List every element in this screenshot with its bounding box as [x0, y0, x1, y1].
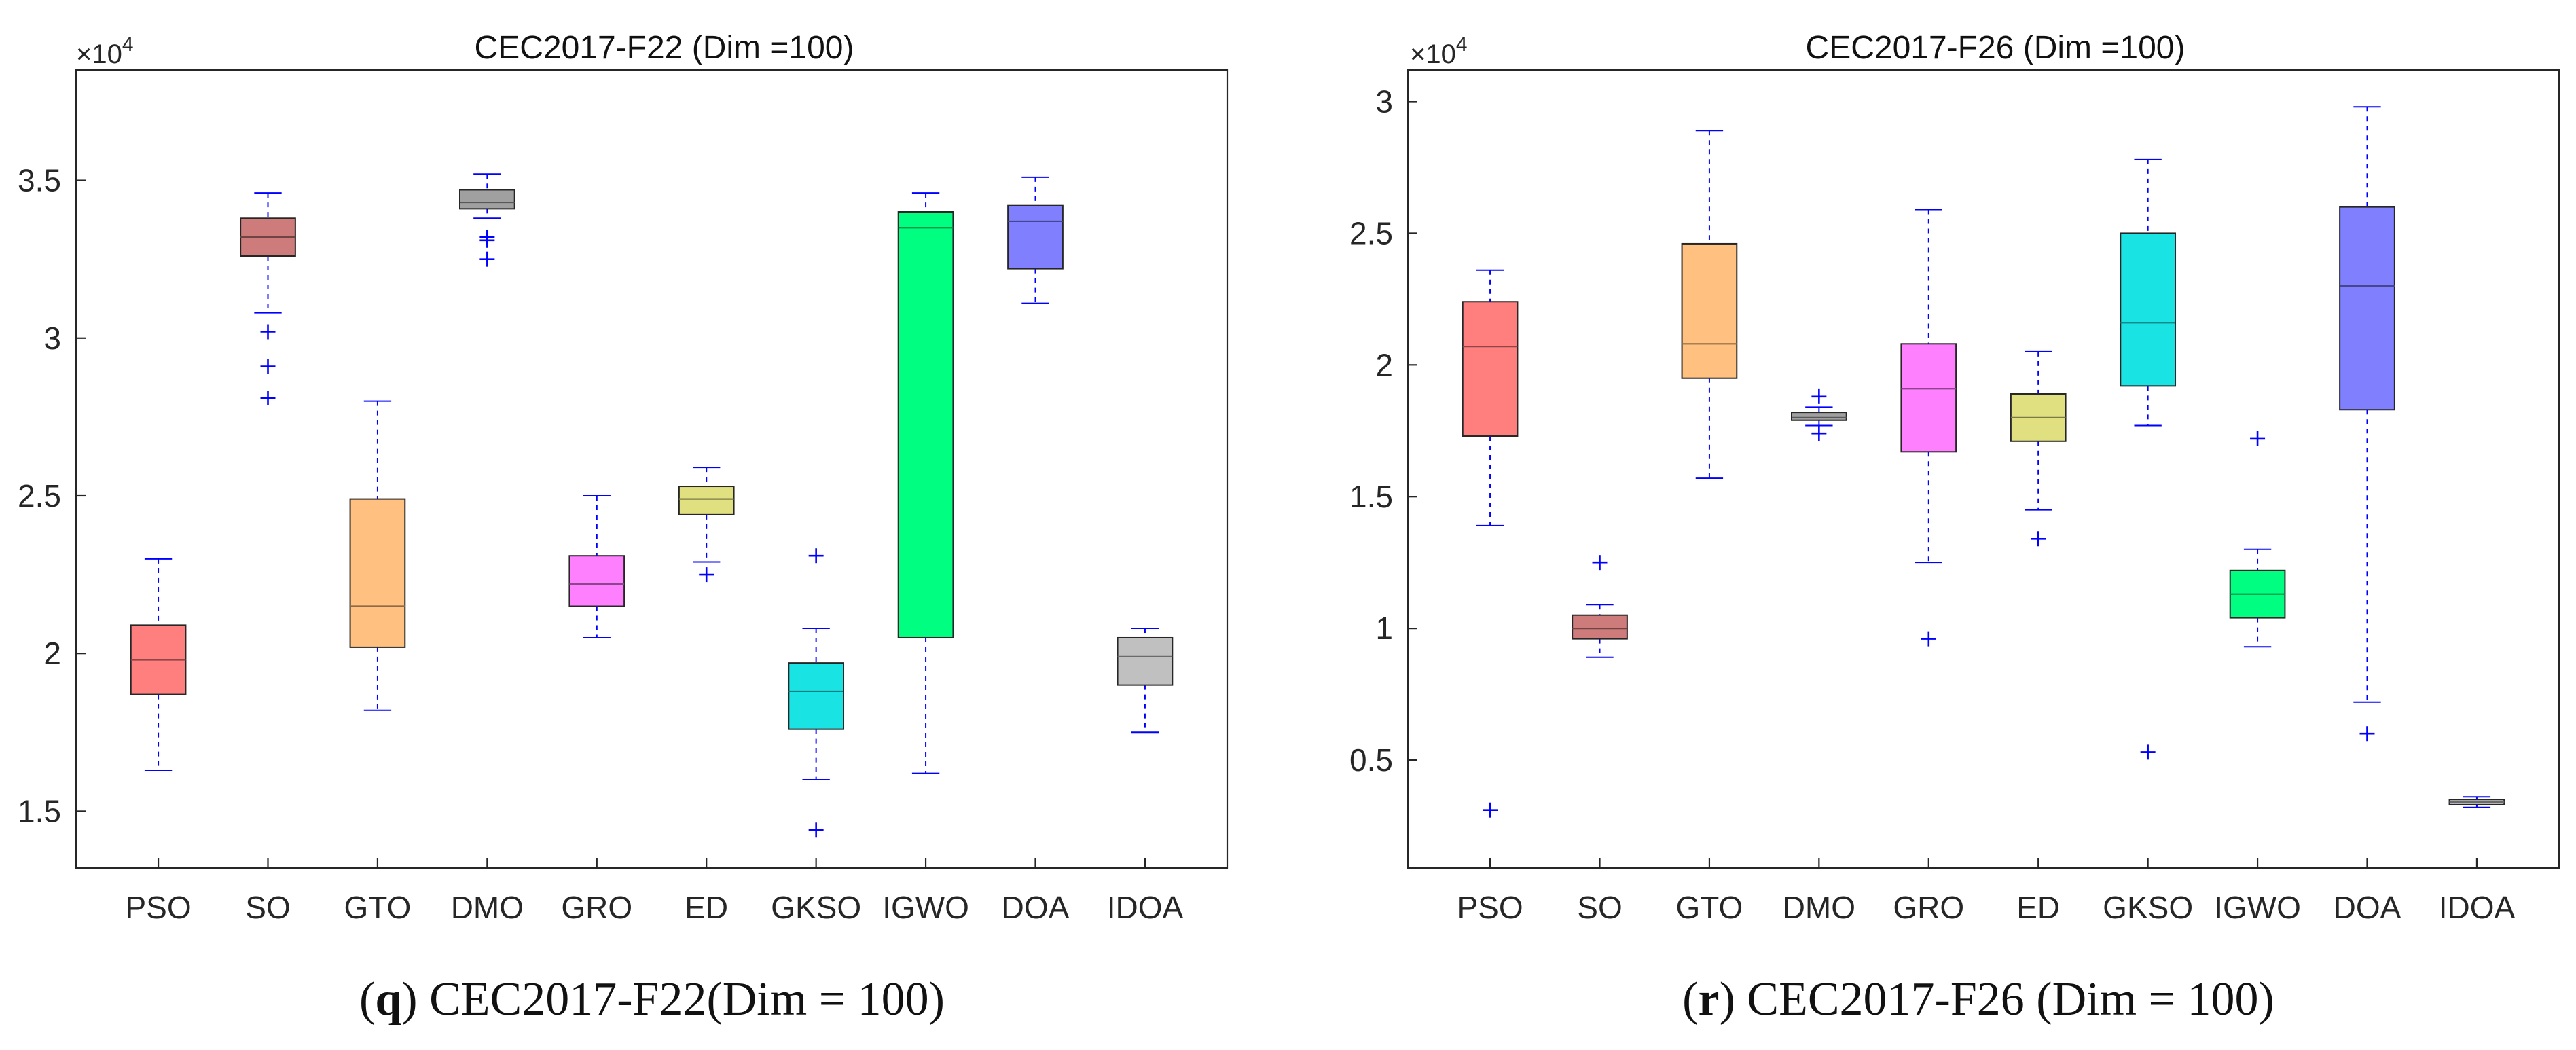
- x-tick-label-f22: GKSO: [771, 890, 861, 925]
- chart-panel-f26: CEC2017-F26 (Dim =100) ×104 0.5 1 1.5 2 2.5 3…: [1349, 30, 2560, 1026]
- x-tick-label-f22: IGWO: [882, 890, 969, 925]
- outlier-so-f26: [1592, 555, 1608, 571]
- outlier-gro-f26: [1921, 631, 1936, 647]
- x-tick-label-f22: DOA: [1002, 890, 1070, 925]
- y-tick-label-f22: 3.5: [18, 163, 61, 198]
- y-tick-label-f26: 1.5: [1349, 479, 1393, 514]
- outlier-dmo-f22: [479, 251, 495, 267]
- y-tick-label-f26: 1: [1375, 611, 1393, 646]
- x-tick-label-f26: DMO: [1783, 890, 1855, 925]
- x-tick-label-f22: ED: [685, 890, 728, 925]
- box-pso-f26: [1462, 301, 1519, 437]
- y-tick-label-f22: 2.5: [18, 478, 61, 513]
- caption-f26: (r) CEC2017-F26 (Dim = 100): [1682, 973, 2274, 1026]
- box-igwo-f22: [897, 211, 954, 638]
- x-tick-label-f26: DOA: [2334, 890, 2401, 925]
- x-tick-label-f26: GTO: [1676, 890, 1743, 925]
- plot-area-f22: 1.5 2 2.5 3 3.5 PSO SO GTO DMO GRO ED GKSO IGWO DOA ID…: [18, 163, 1183, 925]
- x-tick-label-f26: IDOA: [2439, 890, 2516, 925]
- box-gro-f22: [568, 555, 625, 607]
- box-so-f26: [1572, 614, 1628, 640]
- y-tick-label-f26: 0.5: [1349, 742, 1393, 778]
- caption-f22: (q) CEC2017-F22(Dim = 100): [359, 973, 945, 1026]
- y-tick-label-f26: 3: [1375, 84, 1393, 120]
- outlier-ed-f22: [699, 567, 714, 583]
- x-tick-label-f22: GRO: [561, 890, 632, 925]
- box-dmo-f26: [1791, 412, 1847, 421]
- x-tick-label-f22: IDOA: [1107, 890, 1184, 925]
- y-exponent-f22: ×104: [76, 33, 134, 69]
- box-gkso-f22: [788, 662, 845, 730]
- y-tick-label-f26: 2: [1375, 347, 1393, 382]
- outlier-dmo-f26: [1811, 426, 1827, 441]
- x-tick-label-f22: GTO: [344, 890, 412, 925]
- outlier-so-f22: [260, 391, 276, 406]
- x-tick-label-f26: SO: [1577, 890, 1622, 925]
- x-tick-label-f26: GRO: [1893, 890, 1964, 925]
- box-gkso-f26: [2120, 232, 2176, 387]
- box-doa-f26: [2339, 206, 2395, 411]
- chart-title-f26: CEC2017-F26 (Dim =100): [1806, 30, 2185, 66]
- plot-area-f26: 0.5 1 1.5 2 2.5 3 PSO SO GTO DMO GRO ED GKSO IGWO DOA I…: [1349, 84, 2515, 925]
- x-tick-label-f26: PSO: [1457, 890, 1523, 925]
- y-tick-label-f26: 2.5: [1349, 215, 1393, 251]
- y-exponent-f26: ×104: [1410, 33, 1468, 69]
- x-tick-label-f22: DMO: [451, 890, 524, 925]
- x-tick-label-f26: GKSO: [2103, 890, 2193, 925]
- y-tick-label-f22: 2: [43, 636, 61, 671]
- box-idoa-f22: [1117, 636, 1174, 686]
- box-gro-f26: [1900, 343, 1957, 453]
- outlier-igwo-f26: [2250, 431, 2266, 446]
- outlier-pso-f26: [1483, 802, 1498, 818]
- box-gto-f22: [349, 498, 406, 648]
- x-tick-label-f26: ED: [2016, 890, 2060, 925]
- outlier-gkso-f22: [808, 548, 824, 564]
- y-tick-label-f22: 1.5: [18, 793, 61, 829]
- x-tick-label-f26: IGWO: [2214, 890, 2301, 925]
- outlier-so-f22: [260, 324, 276, 340]
- x-tick-label-f22: PSO: [125, 890, 191, 925]
- outlier-doa-f26: [2359, 726, 2375, 742]
- chart-panel-f22: CEC2017-F22 (Dim =100) ×104 1.5 2 2.5 3 3.5 P…: [18, 30, 1229, 1026]
- outlier-gkso-f22: [808, 822, 824, 838]
- axes-frame-f26: [1407, 69, 2560, 869]
- x-tick-label-f22: SO: [245, 890, 290, 925]
- outlier-dmo-f26: [1811, 388, 1827, 404]
- outlier-dmo-f22: [479, 230, 495, 245]
- y-tick-label-f22: 3: [43, 321, 61, 356]
- outlier-so-f22: [260, 359, 276, 374]
- outlier-gkso-f26: [2140, 744, 2156, 760]
- box-gto-f26: [1681, 242, 1738, 379]
- box-doa-f22: [1007, 204, 1064, 270]
- box-dmo-f22: [459, 189, 515, 210]
- outlier-ed-f26: [2031, 531, 2046, 547]
- box-ed-f22: [678, 486, 735, 515]
- axes-frame-f22: [75, 69, 1229, 869]
- chart-title-f22: CEC2017-F22 (Dim =100): [475, 30, 854, 66]
